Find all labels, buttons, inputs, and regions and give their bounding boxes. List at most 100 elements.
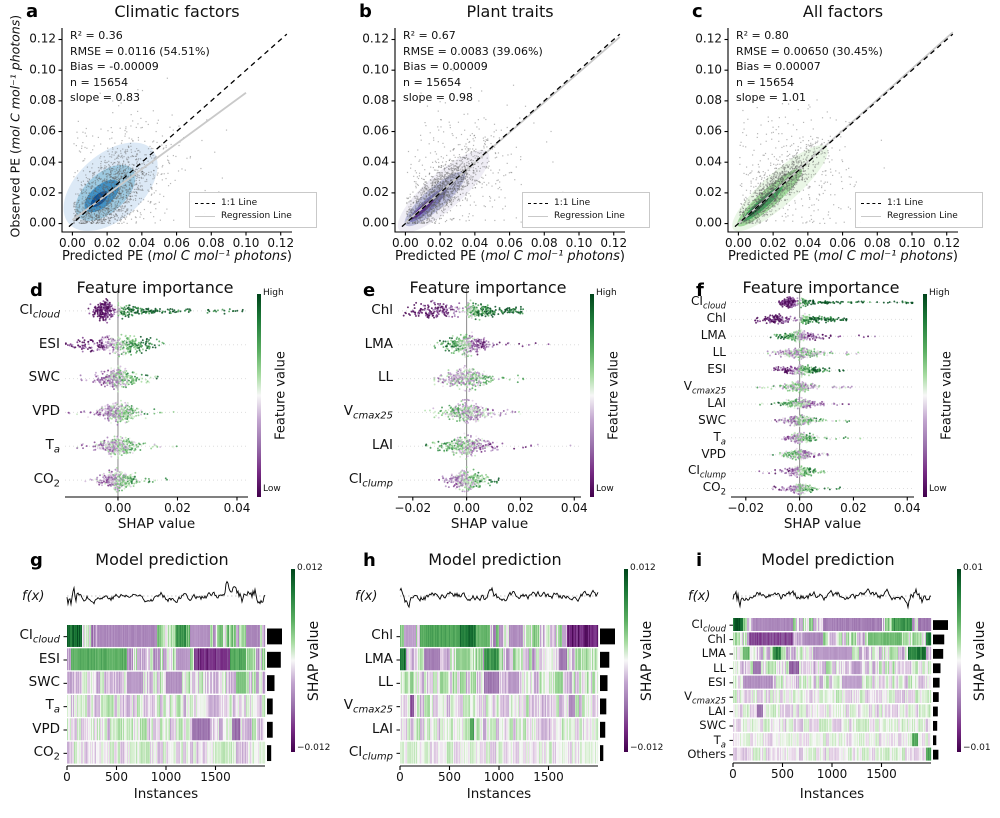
feature-label: Vcmax25 xyxy=(683,378,726,397)
row-labels: Chl LMA LL Vcmax25 LAI CIclump xyxy=(333,540,396,818)
x-axis-label: Predicted PE (mol C mol⁻¹ photons) xyxy=(394,249,625,264)
feature-label: Ta xyxy=(713,732,726,750)
feature-label: Chl xyxy=(371,627,393,644)
panel-d: d Feature importance CIcloud ESI SWC VPD Ta C… xyxy=(0,272,333,540)
panel-letter-b: b xyxy=(359,1,372,22)
feature-label: CIcloud xyxy=(19,627,60,647)
feature-label: Ta xyxy=(45,437,60,456)
panel-g: g Model prediction f(x) CIcloud ESI SWC Ta V… xyxy=(0,540,333,818)
stat-slope: slope = 1.01 xyxy=(736,91,806,104)
legend-regression-label: Regression Line xyxy=(887,211,958,221)
feature-label: LAI xyxy=(371,437,393,454)
feature-value-colorbar xyxy=(257,294,261,497)
instances-axis-label: Instances xyxy=(466,786,532,802)
feature-label: Chl xyxy=(371,301,393,318)
shap-value-colorbar xyxy=(957,569,961,752)
stat-bias: Bias = -0.00009 xyxy=(70,60,159,73)
panel-letter-e: e xyxy=(363,280,376,301)
colorbar-high-label: High xyxy=(929,288,950,298)
legend-box: 1:1 Line Regression Line xyxy=(522,192,650,228)
stat-bias: Bias = 0.00007 xyxy=(736,60,821,73)
shap-axis-label: SHAP value xyxy=(783,516,862,532)
panel-title-g: Model prediction xyxy=(95,550,229,569)
panel-i: i Model prediction f(x) CIcloud Chl LMA LL E… xyxy=(666,540,1000,818)
feature-label: VPD xyxy=(701,446,726,461)
feature-label: Vcmax25 xyxy=(343,697,393,717)
feature-label: ESI xyxy=(707,361,726,376)
stat-n: n = 15654 xyxy=(736,75,795,89)
stat-slope: slope = 0.98 xyxy=(403,91,473,104)
feature-label: CIcloud xyxy=(691,617,726,635)
shap-value-colorbar xyxy=(291,569,295,752)
feature-value-colorbar xyxy=(590,294,594,497)
feature-label: CO2 xyxy=(702,480,726,498)
feature-label: ESI xyxy=(38,335,60,352)
feature-label: SWC xyxy=(698,412,726,427)
legend-identity-label: 1:1 Line xyxy=(554,198,591,208)
feature-label: CIclump xyxy=(687,463,726,481)
colorbar-low-label: Low xyxy=(596,484,614,494)
feature-label: LAI xyxy=(371,720,393,737)
colorbar-high-label: High xyxy=(596,288,617,298)
panel-title-a: Climatic factors xyxy=(114,2,240,21)
stats-block-c: R² = 0.80 RMSE = 0.00650 (30.45%) Bias =… xyxy=(736,28,883,106)
feature-label: LMA xyxy=(701,646,726,661)
beeswarm-canvas-d xyxy=(0,272,333,540)
feature-label: SWC xyxy=(28,369,60,386)
legend-regression-label: Regression Line xyxy=(554,211,625,221)
colorbar-max-label: 0.012 xyxy=(297,563,323,573)
row-labels: CIcloud ESI SWC Ta VPD CO2 xyxy=(0,540,63,818)
panel-letter-i: i xyxy=(696,550,703,571)
colorbar-low-label: Low xyxy=(929,484,947,494)
panel-b: b Plant traits R² = 0.67 RMSE = 0.0083 (… xyxy=(333,0,666,272)
panel-letter-c: c xyxy=(692,1,703,22)
instances-axis-label: Instances xyxy=(799,786,865,802)
feature-label: LAI xyxy=(707,395,726,410)
shap-value-colorbar xyxy=(624,569,628,752)
stat-r2: R² = 0.36 xyxy=(70,29,123,42)
panel-title-e: Feature importance xyxy=(409,278,567,297)
feature-label: Chl xyxy=(706,311,726,326)
feature-label: VPD xyxy=(32,720,60,737)
panel-title-b: Plant traits xyxy=(466,2,554,21)
feature-label: Ta xyxy=(45,697,60,717)
feature-label: CIclump xyxy=(348,744,393,763)
feature-label: CO2 xyxy=(33,470,60,490)
feature-labels: Chl LMA LL Vcmax25 LAI CIclump xyxy=(333,272,396,540)
feature-label: ESI xyxy=(38,650,60,667)
panel-h: h Model prediction f(x) Chl LMA LL Vcmax25 L… xyxy=(333,540,666,818)
panel-title-c: All factors xyxy=(802,2,884,21)
identity-line-sample xyxy=(195,203,215,204)
colorbar-title: Feature value xyxy=(273,351,289,440)
panel-letter-a: a xyxy=(26,1,39,22)
colorbar-min-label: −0.012 xyxy=(630,743,664,753)
feature-label: CIclump xyxy=(348,470,393,490)
stat-n: n = 15654 xyxy=(403,75,462,89)
stat-rmse: RMSE = 0.00650 (30.45%) xyxy=(736,44,883,58)
panel-letter-g: g xyxy=(30,550,43,571)
feature-label: LMA xyxy=(700,328,726,343)
colorbar-min-label: −0.01 xyxy=(963,743,991,753)
fx-label: f(x) xyxy=(22,589,45,604)
stat-rmse: RMSE = 0.0116 (54.51%) xyxy=(70,44,210,58)
shap-axis-label: SHAP value xyxy=(450,516,529,532)
feature-label: CIcloud xyxy=(19,301,60,321)
colorbar-low-label: Low xyxy=(263,484,281,494)
colorbar-title: Feature value xyxy=(606,351,622,440)
regression-line-sample xyxy=(861,216,881,217)
legend-box: 1:1 Line Regression Line xyxy=(189,192,317,228)
colorbar-title: SHAP value xyxy=(972,620,988,702)
colorbar-title: SHAP value xyxy=(639,620,655,702)
feature-label: LL xyxy=(712,345,726,360)
regression-line-sample xyxy=(528,216,548,217)
feature-label: LL xyxy=(377,674,393,691)
heatmap-canvas-i xyxy=(666,540,1000,818)
panel-c: c All factors R² = 0.80 RMSE = 0.00650 (… xyxy=(666,0,1000,272)
heatmap-canvas-g xyxy=(0,540,333,818)
row-labels: CIcloud Chl LMA LL ESI Vcmax25 LAI SWC Ta Others xyxy=(666,540,729,818)
fx-label: f(x) xyxy=(688,589,711,604)
x-axis-label: Predicted PE (mol C mol⁻¹ photons) xyxy=(61,249,292,264)
feature-label: Others xyxy=(687,746,726,761)
panel-title-f: Feature importance xyxy=(742,278,900,297)
identity-line-sample xyxy=(528,203,548,204)
